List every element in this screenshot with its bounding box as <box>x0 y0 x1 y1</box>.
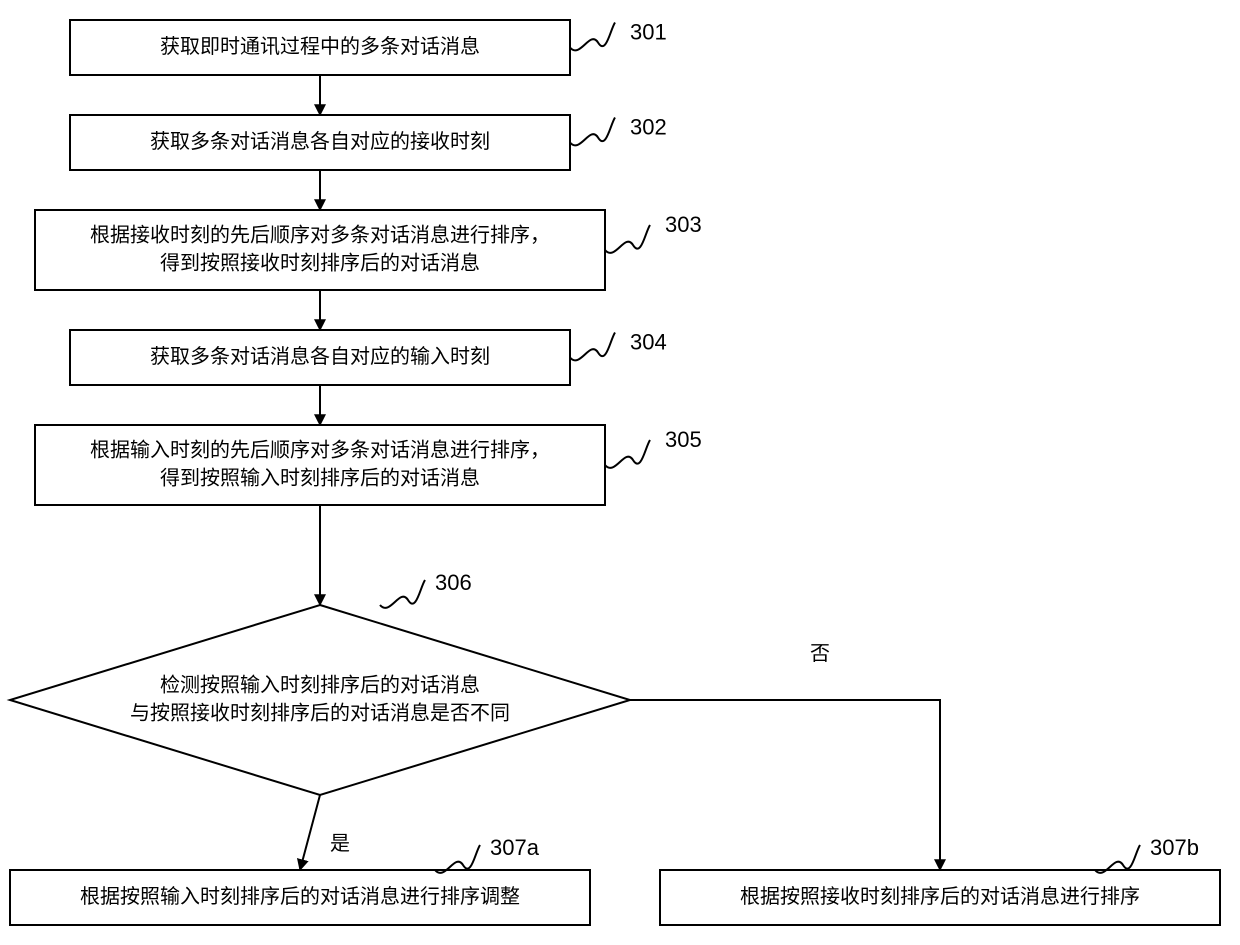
flowchart-node: 检测按照输入时刻排序后的对话消息与按照接收时刻排序后的对话消息是否不同 <box>10 605 630 795</box>
svg-text:根据输入时刻的先后顺序对多条对话消息进行排序，: 根据输入时刻的先后顺序对多条对话消息进行排序， <box>90 438 550 461</box>
squiggle-connector <box>1095 845 1140 873</box>
edge-label: 是 <box>330 833 350 855</box>
svg-text:获取即时通讯过程中的多条对话消息: 获取即时通讯过程中的多条对话消息 <box>160 35 480 58</box>
flowchart-edge <box>300 795 320 870</box>
edge-label: 否 <box>810 643 830 665</box>
svg-text:获取多条对话消息各自对应的输入时刻: 获取多条对话消息各自对应的输入时刻 <box>150 345 490 368</box>
flowchart-node: 获取多条对话消息各自对应的输入时刻 <box>70 330 570 385</box>
svg-text:得到按照接收时刻排序后的对话消息: 得到按照接收时刻排序后的对话消息 <box>160 251 480 274</box>
squiggle-connector <box>435 845 480 873</box>
step-number-label: 307a <box>490 835 540 860</box>
svg-text:与按照接收时刻排序后的对话消息是否不同: 与按照接收时刻排序后的对话消息是否不同 <box>130 701 510 724</box>
squiggle-connector <box>605 440 650 468</box>
step-number-label: 301 <box>630 20 667 45</box>
step-number-label: 305 <box>665 427 702 452</box>
step-number-label: 303 <box>665 212 702 237</box>
step-number-label: 306 <box>435 570 472 595</box>
svg-text:根据按照接收时刻排序后的对话消息进行排序: 根据按照接收时刻排序后的对话消息进行排序 <box>740 885 1140 908</box>
flowchart-node: 根据输入时刻的先后顺序对多条对话消息进行排序， 得到按照输入时刻排序后的对话消息 <box>35 425 605 505</box>
flowchart-node: 获取多条对话消息各自对应的接收时刻 <box>70 115 570 170</box>
svg-text:获取多条对话消息各自对应的接收时刻: 获取多条对话消息各自对应的接收时刻 <box>150 130 490 153</box>
squiggle-connector <box>570 333 615 361</box>
step-number-label: 307b <box>1150 835 1199 860</box>
svg-text:得到按照输入时刻排序后的对话消息: 得到按照输入时刻排序后的对话消息 <box>160 466 480 489</box>
flowchart-diagram: 获取即时通讯过程中的多条对话消息获取多条对话消息各自对应的接收时刻根据接收时刻的… <box>0 0 1240 945</box>
flowchart-edge <box>630 700 940 870</box>
flowchart-node: 根据接收时刻的先后顺序对多条对话消息进行排序， 得到按照接收时刻排序后的对话消息 <box>35 210 605 290</box>
flowchart-node: 获取即时通讯过程中的多条对话消息 <box>70 20 570 75</box>
squiggle-connector <box>605 225 650 253</box>
squiggle-connector <box>380 580 425 608</box>
svg-text:根据接收时刻的先后顺序对多条对话消息进行排序，: 根据接收时刻的先后顺序对多条对话消息进行排序， <box>90 223 550 246</box>
squiggle-connector <box>570 118 615 146</box>
flowchart-node: 根据按照接收时刻排序后的对话消息进行排序 <box>660 870 1220 925</box>
flowchart-node: 根据按照输入时刻排序后的对话消息进行排序调整 <box>10 870 590 925</box>
step-number-label: 302 <box>630 115 667 140</box>
step-number-label: 304 <box>630 330 667 355</box>
squiggle-connector <box>570 23 615 51</box>
svg-text:根据按照输入时刻排序后的对话消息进行排序调整: 根据按照输入时刻排序后的对话消息进行排序调整 <box>80 885 520 908</box>
svg-text:检测按照输入时刻排序后的对话消息: 检测按照输入时刻排序后的对话消息 <box>160 673 480 696</box>
